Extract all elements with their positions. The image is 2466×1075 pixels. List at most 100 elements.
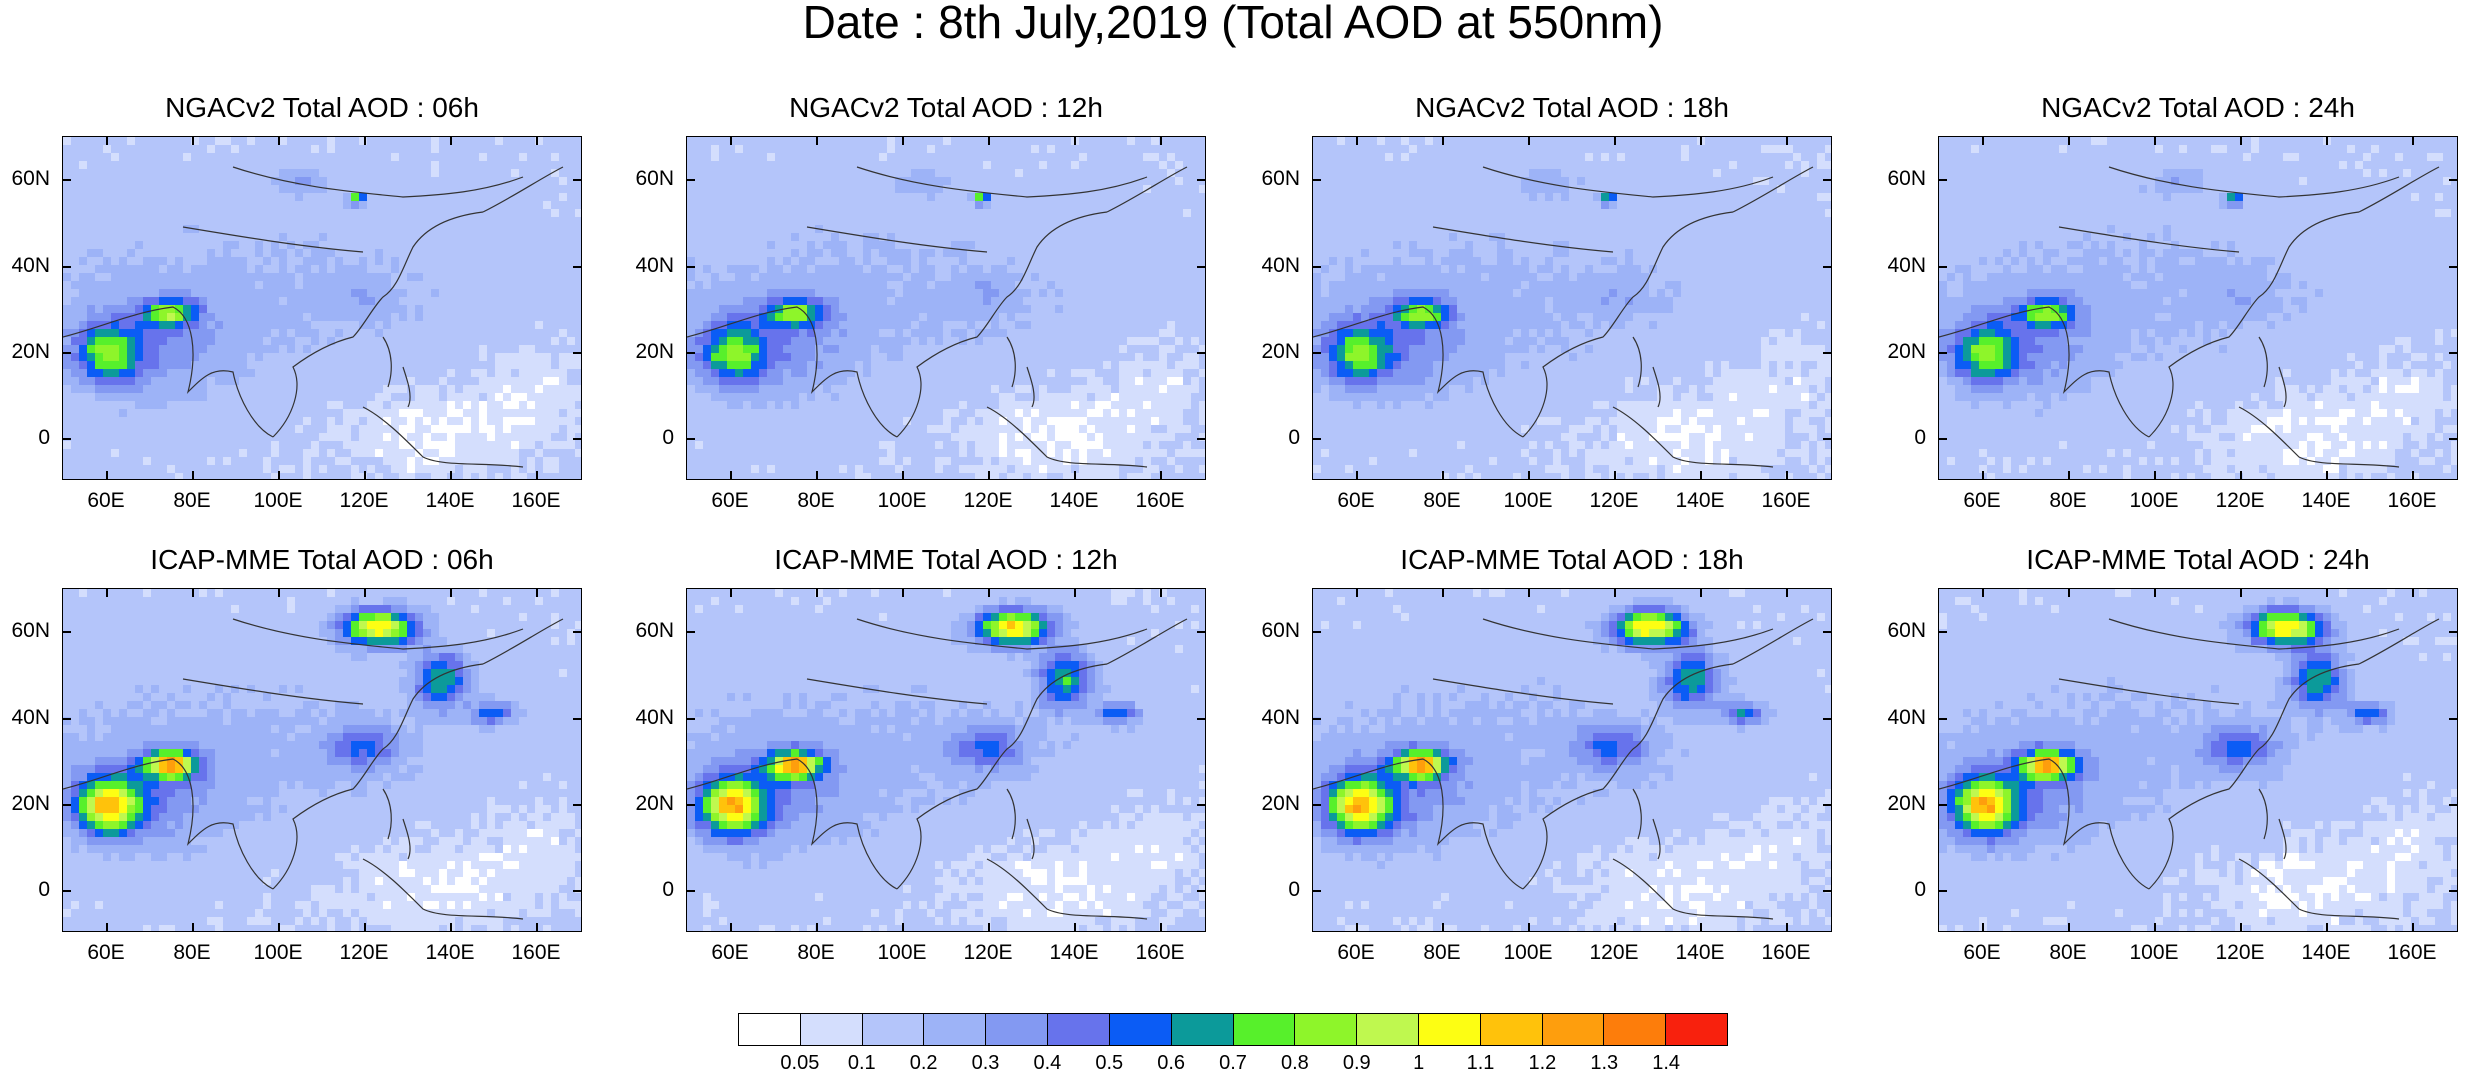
aod-field [63, 137, 582, 480]
longitude-tick-label: 120E [1579, 490, 1649, 512]
tick-mark [573, 890, 582, 892]
aod-field [1939, 589, 2458, 932]
longitude-tick-label: 60E [1321, 942, 1391, 964]
tick-mark [902, 923, 904, 932]
panel-title: NGACv2 Total AOD : 06h [42, 92, 602, 124]
tick-mark [2154, 136, 2156, 145]
colorbar-tick-label: 0.5 [1079, 1052, 1139, 1075]
colorbar-tick-label: 1.4 [1636, 1052, 1696, 1075]
tick-mark [536, 588, 538, 597]
tick-mark [573, 804, 582, 806]
tick-mark [1786, 923, 1788, 932]
longitude-tick-label: 140E [2291, 490, 2361, 512]
colorbar-swatch [801, 1014, 863, 1045]
tick-mark [816, 588, 818, 597]
tick-mark [1614, 471, 1616, 480]
longitude-tick-label: 120E [2205, 490, 2275, 512]
tick-mark [364, 923, 366, 932]
tick-mark [1312, 804, 1321, 806]
tick-mark [573, 179, 582, 181]
latitude-tick-label: 60N [0, 168, 50, 190]
tick-mark [1700, 923, 1702, 932]
longitude-tick-label: 120E [953, 490, 1023, 512]
tick-mark [2068, 471, 2070, 480]
tick-mark [364, 588, 366, 597]
tick-mark [62, 352, 71, 354]
colorbar-swatch [1110, 1014, 1172, 1045]
tick-mark [1312, 179, 1321, 181]
tick-mark [192, 923, 194, 932]
tick-mark [1938, 718, 1947, 720]
colorbar-tick-label: 1.3 [1574, 1052, 1634, 1075]
longitude-tick-label: 80E [1407, 942, 1477, 964]
latitude-tick-label: 60N [624, 620, 674, 642]
tick-mark [2449, 266, 2458, 268]
tick-mark [106, 923, 108, 932]
latitude-tick-label: 40N [0, 707, 50, 729]
tick-mark [1700, 136, 1702, 145]
tick-mark [2449, 438, 2458, 440]
tick-mark [2240, 588, 2242, 597]
colorbar-swatch [1481, 1014, 1543, 1045]
tick-mark [686, 890, 695, 892]
latitude-tick-label: 20N [1250, 341, 1300, 363]
colorbar-tick-label: 0.9 [1327, 1052, 1387, 1075]
tick-mark [278, 923, 280, 932]
tick-mark [730, 471, 732, 480]
latitude-tick-label: 0 [1876, 427, 1926, 449]
tick-mark [2240, 471, 2242, 480]
tick-mark [1614, 136, 1616, 145]
tick-mark [1197, 804, 1206, 806]
longitude-tick-label: 160E [501, 490, 571, 512]
tick-mark [1938, 631, 1947, 633]
longitude-tick-label: 140E [1665, 490, 1735, 512]
tick-mark [902, 136, 904, 145]
tick-mark [686, 266, 695, 268]
latitude-tick-label: 20N [1250, 793, 1300, 815]
longitude-tick-label: 160E [1751, 942, 1821, 964]
colorbar-swatch [1666, 1014, 1727, 1045]
colorbar-swatch [1543, 1014, 1605, 1045]
tick-mark [1312, 890, 1321, 892]
tick-mark [1356, 923, 1358, 932]
panel-title: ICAP-MME Total AOD : 06h [42, 544, 602, 576]
tick-mark [62, 266, 71, 268]
tick-mark [2240, 923, 2242, 932]
latitude-tick-label: 20N [624, 341, 674, 363]
tick-mark [1982, 923, 1984, 932]
tick-mark [1700, 471, 1702, 480]
tick-mark [62, 179, 71, 181]
tick-mark [62, 804, 71, 806]
tick-mark [278, 588, 280, 597]
panel-title: NGACv2 Total AOD : 18h [1292, 92, 1852, 124]
longitude-tick-label: 160E [2377, 942, 2447, 964]
tick-mark [1160, 923, 1162, 932]
tick-mark [1938, 179, 1947, 181]
tick-mark [106, 136, 108, 145]
tick-mark [1528, 923, 1530, 932]
tick-mark [62, 890, 71, 892]
tick-mark [2412, 588, 2414, 597]
colorbar-tick-label: 0.1 [832, 1052, 892, 1075]
aod-map [686, 136, 1206, 480]
aod-map [1312, 588, 1832, 932]
longitude-tick-label: 100E [2119, 490, 2189, 512]
latitude-tick-label: 40N [1876, 255, 1926, 277]
longitude-tick-label: 80E [781, 942, 851, 964]
tick-mark [1442, 588, 1444, 597]
tick-mark [2449, 352, 2458, 354]
tick-mark [1074, 136, 1076, 145]
latitude-tick-label: 0 [0, 879, 50, 901]
tick-mark [1528, 588, 1530, 597]
tick-mark [2326, 588, 2328, 597]
longitude-tick-label: 120E [329, 942, 399, 964]
colorbar-swatch [1234, 1014, 1296, 1045]
latitude-tick-label: 40N [1250, 255, 1300, 277]
tick-mark [2449, 631, 2458, 633]
tick-mark [2326, 923, 2328, 932]
latitude-tick-label: 40N [1250, 707, 1300, 729]
longitude-tick-label: 60E [695, 942, 765, 964]
panel-title: ICAP-MME Total AOD : 12h [666, 544, 1226, 576]
tick-mark [1982, 588, 1984, 597]
longitude-tick-label: 100E [243, 942, 313, 964]
